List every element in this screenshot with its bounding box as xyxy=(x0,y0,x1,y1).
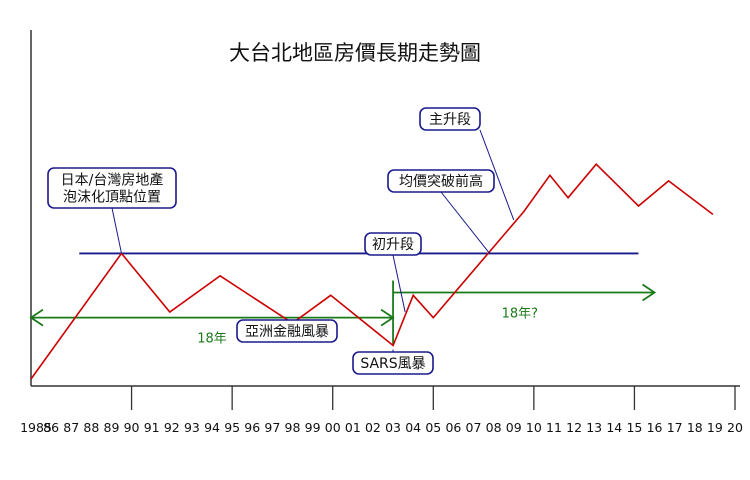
x-tick-label: 97 xyxy=(264,420,280,435)
x-tick-label: 12 xyxy=(566,420,582,435)
x-tick-label: 92 xyxy=(164,420,180,435)
annotation-box xyxy=(47,167,177,209)
x-tick-label: 20 xyxy=(727,420,743,435)
annotation-text: SARS風暴 xyxy=(360,356,425,372)
price-line xyxy=(30,163,714,380)
x-tick-label: 91 xyxy=(144,420,160,435)
annotation-box xyxy=(364,232,422,256)
period-label: 18年 xyxy=(197,332,227,347)
x-tick-label: 95 xyxy=(224,420,240,435)
x-tick-label: 01 xyxy=(345,420,361,435)
annotation-text: 亞洲金融風暴 xyxy=(245,324,329,340)
x-tick-label: 93 xyxy=(184,420,200,435)
annotation-text: 主升段 xyxy=(429,112,471,128)
x-tick-label: 04 xyxy=(405,420,421,435)
x-tick-label: 99 xyxy=(305,420,321,435)
period-label: 18年? xyxy=(502,307,538,322)
annotation-box xyxy=(352,351,434,375)
arrow-head-left xyxy=(29,308,44,327)
annotation-box xyxy=(387,169,495,193)
x-tick-label: 86 xyxy=(43,420,59,435)
annotation-leader xyxy=(392,254,406,313)
arrow-head-right xyxy=(642,283,657,302)
annotation-text: 泡沫化頂點位置 xyxy=(63,190,161,206)
price-series xyxy=(30,163,714,380)
x-tick-label: 07 xyxy=(466,420,482,435)
annotation-text: 均價突破前高 xyxy=(399,173,483,190)
x-tick-label: 05 xyxy=(425,420,441,435)
annotation-text: 初升段 xyxy=(372,236,414,253)
x-tick-label: 87 xyxy=(63,420,79,435)
chart-title: 大台北地區房價長期走勢圖 xyxy=(229,41,481,65)
x-tick-label: 89 xyxy=(104,420,120,435)
x-tick-label: 94 xyxy=(204,420,220,435)
annotation-box xyxy=(236,319,338,343)
x-tick-label: 03 xyxy=(385,420,401,435)
x-tick-label: 16 xyxy=(647,420,663,435)
x-tick-label: 09 xyxy=(506,420,522,435)
annotation-leader xyxy=(440,191,490,254)
annotation-box xyxy=(419,107,481,131)
x-tick-label: 19 xyxy=(707,420,723,435)
x-tick-label: 90 xyxy=(124,420,140,435)
annotation-text: 日本/台灣房地產 xyxy=(61,172,164,189)
x-tick-label: 11 xyxy=(546,420,562,435)
period-arrows: 18年 18年? xyxy=(29,280,657,347)
x-tick-label: 15 xyxy=(626,420,642,435)
x-tick-label: 06 xyxy=(445,420,461,435)
annotation-leader xyxy=(479,129,515,221)
x-tick-label: 14 xyxy=(606,420,622,435)
x-tick-label: 10 xyxy=(526,420,542,435)
x-tick-label: 18 xyxy=(687,420,703,435)
x-tick-label: 00 xyxy=(325,420,341,435)
x-tick-label: 1985 xyxy=(20,420,52,435)
x-tick-label: 98 xyxy=(285,420,301,435)
x-tick-label: 88 xyxy=(83,420,99,435)
x-tick-label: 96 xyxy=(244,420,260,435)
x-tick-label: 02 xyxy=(365,420,381,435)
x-tick-label: 17 xyxy=(667,420,683,435)
annotation-leader xyxy=(111,207,123,254)
x-tick-label: 08 xyxy=(486,420,502,435)
x-tick-label: 13 xyxy=(586,420,602,435)
